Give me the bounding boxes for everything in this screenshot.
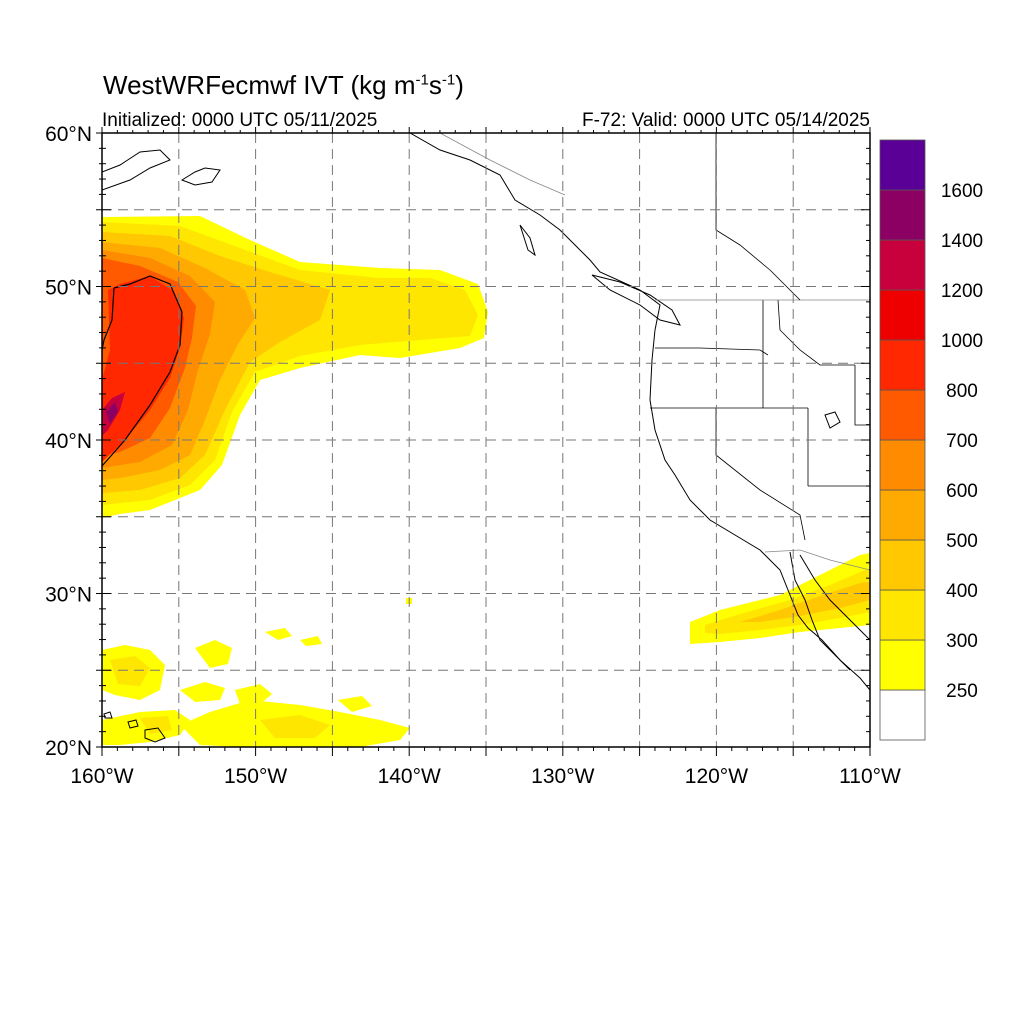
longitude-label: 110°W: [839, 765, 901, 788]
alaska-panhandle-coast: [409, 133, 661, 331]
colorbar-label: 250: [946, 681, 978, 702]
colorbar-swatch: [879, 339, 926, 391]
colorbar-swatch: [879, 439, 926, 491]
ivt-patch: [180, 682, 225, 702]
colorbar-label: 800: [946, 381, 978, 402]
colorbar: 250 300 400 500 600 700 800 1000 1200 1400 1600: [879, 139, 983, 741]
great-salt-lake: [824, 411, 841, 429]
hawaii-oahu: [103, 711, 113, 719]
latitude-label: 40°N: [45, 430, 92, 453]
colorbar-label: 1600: [941, 181, 983, 202]
bc-alaska-border: [439, 133, 566, 196]
id-mt-border: [777, 299, 855, 366]
colorbar-swatch: [879, 389, 926, 441]
axis-ticks: [96, 127, 871, 756]
colorbar-swatch: [879, 689, 926, 741]
map-title: WestWRFecmwf IVT (kg m-1s-1): [103, 70, 464, 100]
latitude-labels: 60°N 50°N 40°N 30°N 20°N: [45, 123, 92, 760]
us-west-coast: [649, 329, 870, 691]
colorbar-swatch: [879, 589, 926, 641]
ivt-field-north: [102, 216, 488, 518]
colorbar-swatch: [879, 639, 926, 691]
ut-wy-border: [854, 365, 870, 426]
wa-or-border: [655, 347, 769, 356]
colorbar-swatch: [879, 189, 926, 241]
colorbar-label: 700: [946, 431, 978, 452]
colorbar-swatch: [879, 539, 926, 591]
ivt-patch: [110, 656, 150, 686]
alaska-kodiak-coast: [180, 167, 221, 186]
longitude-labels: 160°W 150°W 140°W 130°W 120°W 110°W: [70, 765, 901, 788]
colorbar-swatch: [879, 489, 926, 541]
ivt-1200: [106, 402, 118, 424]
ivt-patch: [195, 640, 232, 668]
longitude-label: 140°W: [378, 765, 441, 788]
colorbar-label: 1400: [941, 231, 983, 252]
gulf-of-california-coast: [799, 554, 870, 641]
ivt-field-tropical-300: [110, 656, 330, 738]
ivt-400: [740, 582, 870, 622]
hawaii-big-island: [144, 727, 166, 743]
colorbar-label: 400: [946, 581, 978, 602]
colorbar-label: 500: [946, 531, 978, 552]
longitude-label: 160°W: [70, 765, 133, 788]
coastlines: [102, 133, 870, 743]
valid-time-label: F-72: Valid: 0000 UTC 05/14/2025: [582, 110, 870, 131]
latitude-label: 50°N: [45, 277, 92, 300]
ivt-patch: [235, 684, 272, 706]
colorbar-label: 1000: [941, 331, 983, 352]
haida-gwaii-coast: [519, 224, 536, 257]
colorbar-swatch: [879, 139, 926, 191]
colorbar-label: 300: [946, 631, 978, 652]
longitude-label: 150°W: [224, 765, 287, 788]
us-mexico-border: [764, 549, 870, 571]
longitude-label: 130°W: [531, 765, 594, 788]
init-time-label: Initialized: 0000 UTC 05/11/2025: [102, 110, 378, 131]
colorbar-swatch: [879, 239, 926, 291]
ivt-300: [705, 570, 870, 634]
hawaii-maui: [127, 719, 139, 729]
ivt-patch: [300, 636, 322, 646]
colorbar-swatch: [879, 289, 926, 341]
colorbar-label: 600: [946, 481, 978, 502]
ca-nv-border: [715, 408, 806, 541]
ivt-field-baja: [690, 553, 870, 644]
gridlines: [102, 133, 870, 747]
state-boundaries: [439, 133, 870, 571]
ivt-patch: [338, 696, 372, 712]
ivt-800: [102, 276, 184, 462]
alaska-coast: [102, 149, 171, 191]
ivt-patch: [265, 628, 292, 640]
latitude-label: 60°N: [45, 123, 92, 146]
latitude-label: 20°N: [45, 737, 92, 760]
ivt-core-contour: [102, 275, 183, 467]
baja-coast: [789, 551, 851, 671]
colorbar-label: 1200: [941, 281, 983, 302]
longitude-label: 120°W: [685, 765, 748, 788]
latitude-label: 30°N: [45, 584, 92, 607]
bc-alberta-border: [715, 133, 801, 301]
ivt-patch: [260, 715, 330, 738]
